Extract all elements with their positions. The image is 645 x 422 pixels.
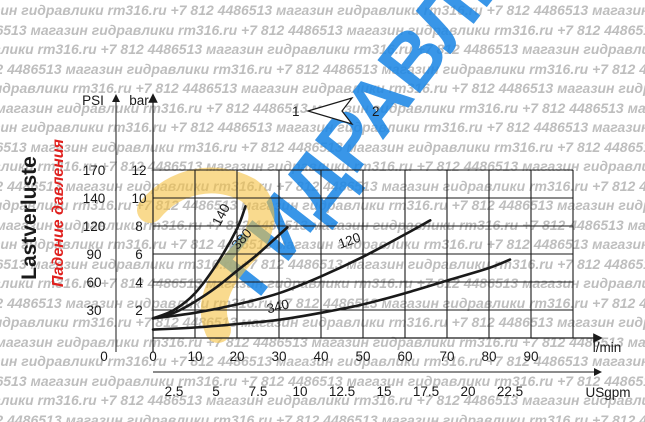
chart-axes: [112, 93, 603, 376]
x-tick-label: 70: [439, 349, 454, 364]
watermark-logo: ГИДРАВЛИКА: [137, 0, 596, 343]
watermark-line: магазин гидравлики rm316.ru +7 812 44865…: [0, 2, 645, 18]
watermark-line: магазин гидравлики rm316.ru +7 812 44865…: [0, 392, 645, 408]
watermark-line: +7 812 4486513 магазин гидравлики rm316.…: [0, 60, 645, 77]
watermark-line: магазин гидравлики rm316.ru +7 812 44865…: [0, 80, 645, 96]
x2-axis-unit-label: USgpm: [585, 385, 630, 400]
x-tick-label: 90: [523, 349, 538, 364]
y-tick-label: 6: [135, 247, 143, 262]
watermark-line: +7 812 4486513 магазин гидравлики rm316.…: [0, 21, 645, 38]
x-tick-label: 0: [149, 349, 157, 364]
x2-tick-label: 7.5: [249, 384, 268, 399]
y2-tick-label: 120: [83, 219, 106, 234]
watermark-logo-text: ГИДРАВЛИКА: [202, 0, 595, 310]
x-tick-label: 20: [229, 349, 244, 364]
x-tick-label: 60: [397, 349, 412, 364]
x2-tick-label: 12.5: [329, 384, 355, 399]
x2-tick-label: 17.5: [413, 384, 439, 399]
y-tick-label: 12: [131, 163, 146, 178]
y2-axis-unit-label: PSI: [82, 93, 104, 108]
flow-label-left: 1: [292, 104, 300, 119]
y-tick-label: 4: [135, 275, 143, 290]
watermark-line: магазин гидравлики rm316.ru +7 812 44865…: [0, 353, 645, 369]
y-tick-label: 10: [131, 191, 146, 206]
watermark-line: +7 812 4486513 магазин гидравлики rm316.…: [0, 255, 645, 272]
flow-direction-indicator: 1 2: [292, 96, 380, 126]
watermark-line: магазин гидравлики rm316.ru +7 812 44865…: [0, 41, 645, 57]
x2-tick-label: 20: [460, 384, 475, 399]
x-tick-label: 10: [187, 349, 202, 364]
series-line-340: [151, 258, 512, 331]
watermark-line: магазин гидравлики rm316.ru +7 812 44865…: [0, 236, 645, 252]
series-label-120: 120: [336, 230, 362, 252]
x-tick-label: 50: [355, 349, 370, 364]
watermark-line: +7 812 4486513 магазин гидравлики rm316.…: [0, 216, 645, 233]
x-tick-label: 30: [271, 349, 286, 364]
series-line-380: [151, 226, 289, 320]
x2-tick-label: 15: [376, 384, 391, 399]
y-tick-label: 2: [135, 303, 143, 318]
watermark-line: магазин гидравлики rm316.ru +7 812 44865…: [0, 275, 645, 291]
y2-tick-label: 140: [83, 191, 106, 206]
watermark-line: +7 812 4486513 магазин гидравлики rm316.…: [0, 294, 645, 311]
y-axis-unit-label: bar: [129, 93, 149, 108]
series-label-340: 340: [265, 296, 290, 316]
x2-tick-label: 5: [212, 384, 220, 399]
y2-tick-label: 170: [83, 163, 106, 178]
watermark-line: +7 812 4486513 магазин гидравлики rm316.…: [0, 372, 645, 389]
x-tick-label: 40: [313, 349, 328, 364]
watermark-line: +7 812 4486513 магазин гидравлики rm316.…: [0, 411, 645, 422]
y2-tick-label: 60: [86, 275, 101, 290]
watermark-line: +7 812 4486513 магазин гидравлики rm316.…: [0, 138, 645, 155]
series-line-140: [151, 205, 247, 320]
flow-label-right: 2: [372, 104, 380, 119]
x2-tick-label: 10: [292, 384, 307, 399]
y2-tick-label: 30: [86, 303, 101, 318]
x2-tick-label: 22.5: [497, 384, 523, 399]
flow-arrow-icon: [305, 96, 354, 126]
x2-tick-label: 2.5: [165, 384, 184, 399]
watermark-line: магазин гидравлики rm316.ru +7 812 44865…: [0, 119, 645, 135]
x-axis-unit-label: l/min: [593, 340, 622, 355]
series-line-120: [151, 219, 432, 320]
y2-tick-label: 90: [86, 247, 101, 262]
x-tick-label: 80: [481, 349, 496, 364]
y2-tick-label: 0: [100, 349, 108, 364]
y-tick-label: 8: [135, 219, 143, 234]
